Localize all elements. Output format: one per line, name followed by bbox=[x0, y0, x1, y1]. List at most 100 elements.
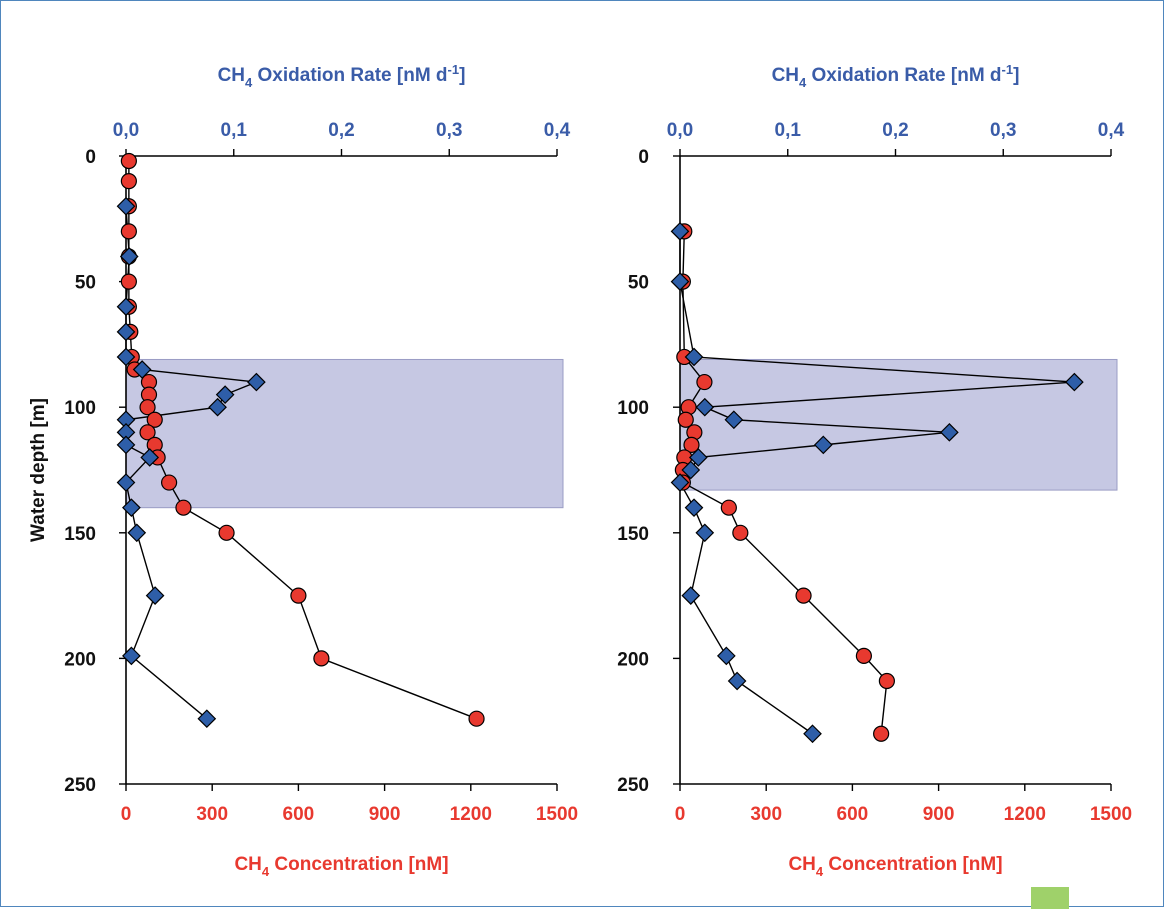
bottom-x-tick-label: 300 bbox=[196, 804, 228, 825]
top-x-axis-label-part: CH bbox=[218, 65, 245, 86]
ch4-concentration-point bbox=[290, 587, 307, 604]
shaded-depth-band bbox=[125, 358, 564, 509]
ch4-oxidation-rate-point bbox=[716, 646, 736, 666]
y-tick-label: 150 bbox=[64, 524, 96, 545]
bottom-x-tick-label: 1200 bbox=[1004, 804, 1046, 825]
ch4-concentration-point bbox=[873, 725, 890, 742]
ch4-oxidation-rate-point bbox=[119, 247, 139, 266]
top-x-axis-label: CH4 Oxidation Rate [nM d-1] bbox=[772, 62, 1020, 90]
ch4-concentration-point bbox=[313, 650, 330, 667]
ch4-oxidation-rate-point bbox=[127, 523, 147, 543]
top-x-axis-label-part: -1 bbox=[448, 62, 460, 77]
y-tick-label: 200 bbox=[617, 649, 649, 670]
shaded-depth-band bbox=[679, 358, 1118, 491]
ch4-oxidation-rate-point bbox=[122, 498, 141, 518]
bottom-x-tick-label: 1200 bbox=[450, 804, 492, 825]
bottom-x-axis-label-part: 4 bbox=[262, 864, 270, 879]
y-tick-label: 100 bbox=[617, 398, 649, 419]
top-x-axis-label-part: -1 bbox=[1002, 62, 1014, 77]
bottom-x-tick-label: 600 bbox=[837, 804, 869, 825]
top-x-axis-label-part: Oxidation Rate [nM d bbox=[252, 65, 447, 86]
top-x-tick-label: 0,2 bbox=[882, 120, 908, 141]
top-x-tick-label: 0,3 bbox=[990, 120, 1016, 141]
ch4-oxidation-rate-point bbox=[695, 523, 715, 543]
top-x-axis-label-part: ] bbox=[459, 65, 465, 86]
ch4-concentration-point bbox=[120, 223, 137, 240]
bottom-x-axis-label-part: 4 bbox=[816, 864, 824, 879]
ch4-oxidation-rate-point bbox=[684, 347, 704, 367]
corner-tab bbox=[1031, 887, 1069, 909]
ch4-concentration-point bbox=[720, 499, 737, 516]
top-x-tick-label: 0,2 bbox=[328, 120, 354, 141]
ch4-oxidation-rate-point bbox=[116, 322, 136, 342]
ch4-concentration-point bbox=[139, 424, 156, 441]
ch4-oxidation-rate-point bbox=[132, 360, 152, 379]
ch4-concentration-point bbox=[677, 411, 694, 428]
bottom-x-tick-label: 1500 bbox=[536, 804, 578, 825]
ch4-oxidation-rate-point bbox=[116, 435, 136, 455]
ch4-oxidation-rate-point bbox=[688, 448, 708, 467]
top-x-axis-label-part: 4 bbox=[799, 75, 807, 90]
top-x-axis-label-part: 4 bbox=[245, 75, 253, 90]
ch4-oxidation-rate-point bbox=[1065, 372, 1084, 392]
ch4-concentration-point bbox=[120, 173, 137, 190]
y-tick-label: 50 bbox=[75, 273, 96, 294]
ch4-concentration-point bbox=[120, 273, 137, 290]
bottom-x-tick-label: 900 bbox=[923, 804, 955, 825]
ch4-oxidation-rate-point bbox=[681, 586, 701, 605]
ch4-concentration-point bbox=[696, 373, 713, 391]
ch4-oxidation-rate-point bbox=[670, 473, 690, 492]
top-x-tick-label: 0,1 bbox=[775, 120, 802, 141]
ch4-oxidation-rate-point bbox=[803, 724, 822, 744]
ch4-concentration-point bbox=[139, 399, 156, 416]
ch4-oxidation-rate-point bbox=[684, 498, 704, 518]
ch4-oxidation-rate-point bbox=[247, 372, 266, 392]
ch4-concentration-point bbox=[878, 672, 895, 690]
top-x-axis-label-part: Oxidation Rate [nM d bbox=[806, 65, 1001, 86]
bottom-x-tick-label: 900 bbox=[369, 804, 401, 825]
top-x-tick-label: 0,3 bbox=[436, 120, 462, 141]
ch4-oxidation-rate-point bbox=[145, 586, 165, 605]
ch4-oxidation-rate-point bbox=[116, 297, 136, 317]
ch4-oxidation-rate-point bbox=[215, 385, 235, 404]
bottom-x-axis-label-part: Concentration [nM] bbox=[823, 854, 1002, 875]
ch4-oxidation-rate-point bbox=[727, 671, 747, 691]
ch4-oxidation-rate-point bbox=[724, 410, 744, 430]
ch4-concentration-point bbox=[795, 587, 812, 604]
top-x-tick-label: 0,0 bbox=[667, 120, 693, 141]
top-x-tick-label: 0,1 bbox=[221, 120, 248, 141]
y-tick-label: 0 bbox=[638, 147, 649, 168]
bottom-x-tick-label: 600 bbox=[283, 804, 315, 825]
ch4-oxidation-rate-point bbox=[670, 272, 690, 291]
ch4-concentration-point bbox=[218, 524, 235, 541]
top-x-tick-label: 0,4 bbox=[1098, 120, 1125, 141]
ch4-concentration-point bbox=[161, 474, 178, 491]
bottom-x-tick-label: 1500 bbox=[1090, 804, 1132, 825]
ch4-oxidation-rate-point bbox=[681, 460, 701, 480]
ch4-oxidation-rate-point bbox=[116, 347, 136, 367]
ch4-concentration-point bbox=[120, 152, 137, 170]
ch4-concentration-point bbox=[683, 436, 700, 453]
ch4-concentration-point bbox=[732, 524, 749, 541]
bottom-x-axis-label: CH4 Concentration [nM] bbox=[788, 854, 1002, 879]
y-tick-label: 250 bbox=[617, 775, 649, 796]
y-tick-label: 50 bbox=[628, 273, 649, 294]
chart-panel-2: 0 50 100 150 200 250 0 300 600 900 1200 1500 0,0 0,1 0… bbox=[617, 120, 1132, 825]
top-x-tick-label: 0,0 bbox=[113, 120, 139, 141]
ch4-oxidation-rate-point bbox=[208, 397, 227, 417]
bottom-x-axis-label-part: Concentration [nM] bbox=[269, 854, 448, 875]
ch4-concentration-point bbox=[468, 710, 485, 727]
ch4-oxidation-rate-point bbox=[813, 435, 833, 455]
bottom-x-axis-label: CH4 Concentration [nM] bbox=[234, 854, 448, 879]
bottom-x-axis-label-part: CH bbox=[234, 854, 261, 875]
top-x-axis-label: CH4 Oxidation Rate [nM d-1] bbox=[218, 62, 466, 90]
y-tick-label: 250 bbox=[64, 775, 96, 796]
y-tick-label: 100 bbox=[64, 398, 96, 419]
ch4-concentration-point bbox=[855, 647, 872, 664]
chart-panel-1: 0 50 100 150 200 250 0 300 600 900 1200 1500 0,0 0,1 0… bbox=[28, 120, 578, 825]
y-tick-label: 150 bbox=[617, 524, 649, 545]
bottom-x-tick-label: 0 bbox=[121, 804, 132, 825]
bottom-x-tick-label: 300 bbox=[750, 804, 782, 825]
ch4-oxidation-rate-point bbox=[670, 222, 690, 241]
